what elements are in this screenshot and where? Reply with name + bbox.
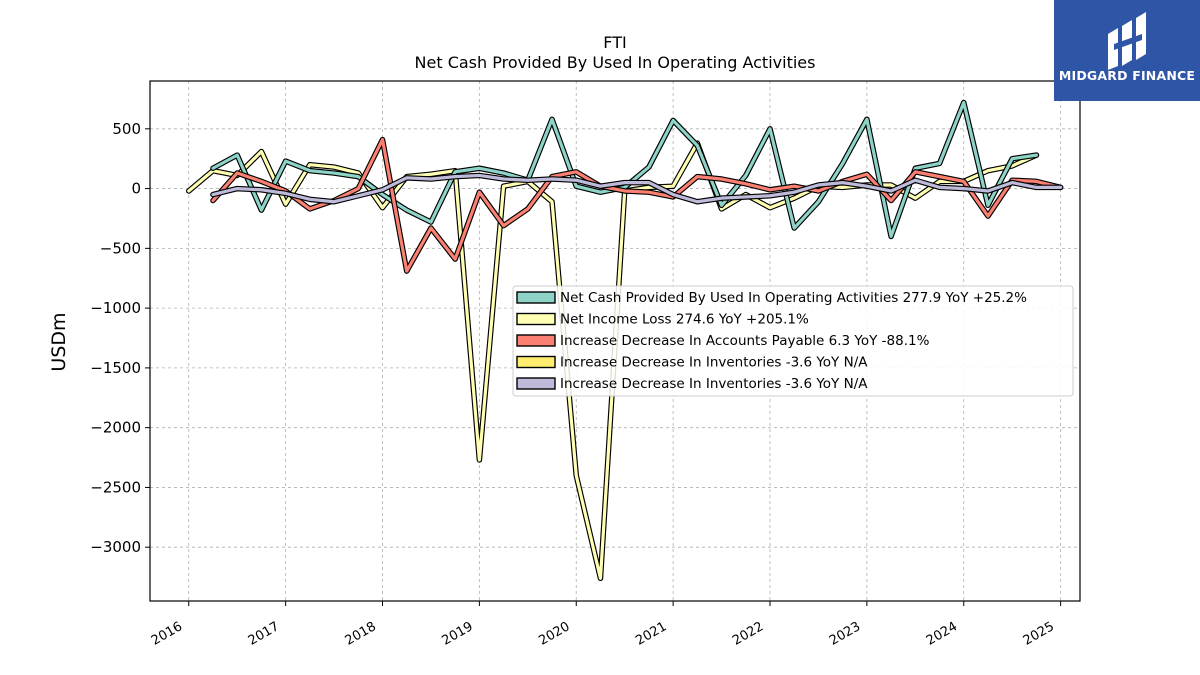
chart-title: FTI [603,33,626,52]
series-line [211,100,1039,238]
brand-name: MIDGARD FINANCE [1058,68,1196,83]
series-layer [186,99,1064,582]
y-tick-label: −1000 [90,299,141,317]
y-tick-label: 0 [131,180,141,198]
legend-label: Increase Decrease In Accounts Payable 6.… [560,333,930,349]
x-tick-label: 2023 [827,619,863,649]
x-axis: 2016 2017 2018 2019 2020 2021 2022 2023 2024 2025 [149,601,1062,649]
x-tick-label: 2016 [149,619,185,649]
y-tick-label: −3000 [90,538,141,556]
y-tick-label: 500 [112,120,141,138]
y-axis-label: USDm [48,312,70,371]
legend-label: Increase Decrease In Inventories -3.6 Yo… [560,376,868,392]
x-tick-label: 2017 [246,619,282,649]
legend: Net Cash Provided By Used In Operating A… [512,285,1074,397]
legend-swatch [516,355,556,369]
y-tick-label: −2000 [90,419,141,437]
legend-box [512,285,1074,397]
legend-label: Increase Decrease In Inventories -3.6 Yo… [560,355,868,371]
plot-frame [149,80,1081,602]
series-line [211,173,1063,204]
legend-swatch [516,312,556,326]
x-tick-label: 2022 [730,619,766,649]
brand-logo: MIDGARD FINANCE [1054,0,1200,101]
legend-swatch [516,377,556,390]
y-tick-label: −2500 [90,478,141,496]
y-tick-label: −1500 [90,359,141,377]
x-tick-label: 2020 [536,619,572,649]
y-axis: 500 0 −500 −1000 −1500 −2000 −2500 −3000 [90,120,150,556]
legend-swatch [516,291,556,304]
chart-subtitle: Net Cash Provided By Used In Operating A… [415,53,816,72]
y-tick-label: −500 [100,239,141,257]
legend-label: Net Cash Provided By Used In Operating A… [560,290,1027,306]
series-line [211,137,1063,273]
x-tick-label: 2025 [1021,619,1057,649]
legend-label: Net Income Loss 274.6 YoY +205.1% [560,312,809,328]
midgard-logo-icon [1108,12,1146,70]
legend-swatch [516,334,556,347]
x-tick-label: 2019 [440,619,476,649]
x-tick-label: 2018 [343,619,379,649]
x-tick-label: 2021 [633,619,669,649]
x-tick-label: 2024 [924,619,960,649]
series-line-outline [210,136,1064,274]
